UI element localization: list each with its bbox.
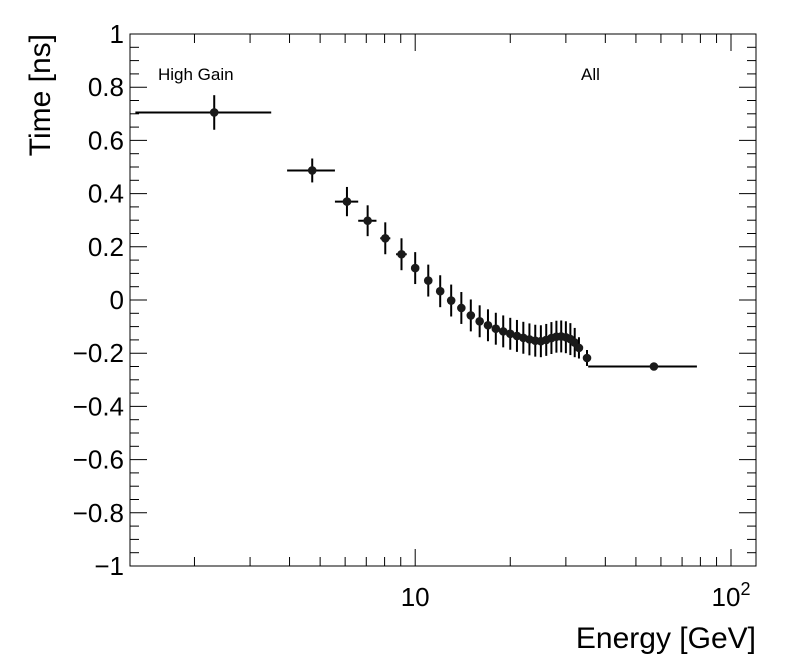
data-point — [491, 312, 501, 345]
data-point — [475, 305, 484, 338]
x-tick-labels: 10 102 — [401, 579, 751, 612]
point-marker — [483, 320, 493, 330]
point-marker — [446, 296, 456, 305]
x-axis-label: Energy [GeV] — [576, 622, 756, 655]
data-point — [588, 362, 697, 371]
data-point — [574, 337, 584, 359]
y-tick-label: 0.2 — [88, 232, 124, 262]
y-tick-label: 0.4 — [88, 179, 124, 209]
data-point — [435, 275, 445, 308]
y-axis-label: Time [ns] — [24, 34, 57, 156]
point-marker — [209, 108, 219, 117]
y-tick-label: −0.4 — [73, 391, 124, 421]
point-marker — [498, 327, 508, 336]
point-marker — [397, 249, 406, 259]
y-tick-label: −1 — [94, 551, 124, 581]
point-marker — [574, 343, 584, 353]
y-tick-labels: 1 0.8 0.6 0.4 0.2 0 −0.2 −0.4 −0.6 −0.8 −1 — [73, 19, 124, 581]
point-marker — [466, 311, 476, 320]
data-point — [358, 205, 377, 237]
data-point — [498, 315, 508, 348]
point-marker — [342, 197, 352, 206]
data-point — [570, 327, 580, 358]
y-tick-label: −0.6 — [73, 445, 124, 475]
all-annotation: All — [581, 65, 600, 84]
point-marker — [505, 329, 515, 339]
data-point — [446, 284, 456, 317]
point-marker — [649, 362, 659, 371]
data-point — [334, 186, 359, 217]
x-tick-label: 10 — [401, 582, 430, 612]
point-marker — [491, 324, 501, 334]
y-tick-label: 1 — [110, 19, 124, 49]
data-point — [457, 292, 466, 324]
point-marker — [457, 303, 466, 313]
point-marker — [307, 166, 317, 175]
data-point — [135, 95, 272, 130]
data-series — [135, 95, 697, 371]
point-marker — [410, 263, 420, 273]
point-marker — [435, 286, 445, 296]
data-point — [287, 158, 335, 183]
data-point — [380, 222, 391, 255]
data-point — [582, 350, 592, 366]
point-marker — [582, 353, 592, 363]
data-point — [483, 309, 493, 342]
plot-frame — [129, 33, 757, 567]
y-tick-label: 0 — [110, 285, 124, 315]
data-point — [466, 299, 476, 332]
x-tick-label: 102 — [712, 579, 751, 612]
data-point — [410, 252, 420, 285]
y-tick-label: −0.2 — [73, 338, 124, 368]
point-marker — [363, 216, 372, 226]
data-point — [423, 264, 433, 297]
axis-ticks — [130, 33, 756, 567]
point-marker — [380, 233, 390, 243]
y-tick-label: 0.8 — [88, 72, 124, 102]
point-marker — [475, 316, 484, 326]
y-tick-label: 0.6 — [88, 125, 124, 155]
data-point — [396, 238, 407, 271]
point-marker — [423, 276, 433, 285]
data-point — [505, 317, 515, 350]
high-gain-annotation: High Gain — [158, 65, 234, 84]
y-tick-label: −0.8 — [73, 498, 124, 528]
